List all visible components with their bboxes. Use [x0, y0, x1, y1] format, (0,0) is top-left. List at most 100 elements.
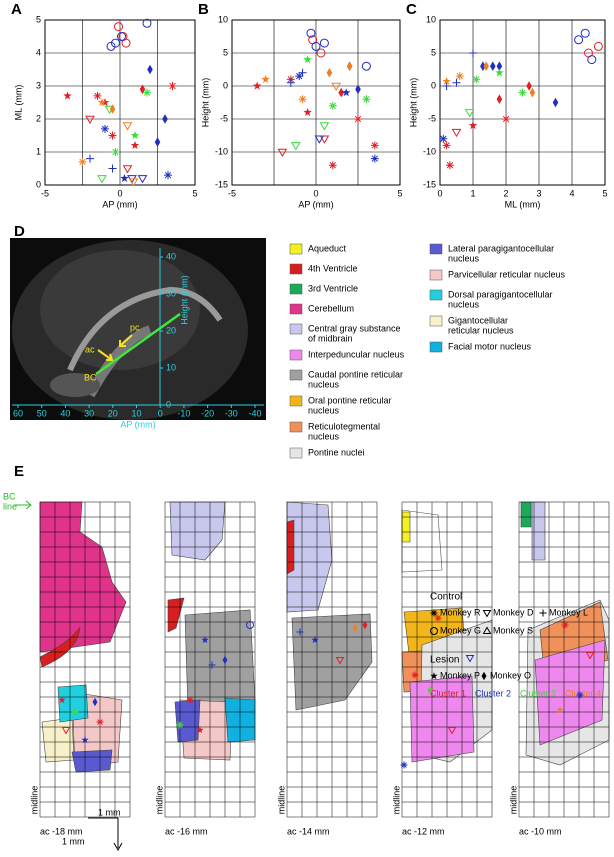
legend-label: Cluster 2 — [475, 688, 511, 698]
x-tick-label: 50 — [37, 408, 47, 418]
legend-label: nucleus — [308, 405, 340, 415]
marker — [482, 626, 492, 634]
x-tick-label: 5 — [602, 188, 607, 198]
x-tick-label: -5 — [228, 188, 236, 198]
marker — [465, 655, 475, 663]
marker — [298, 95, 307, 104]
marker — [71, 708, 79, 716]
y-tick-label: -15 — [423, 179, 436, 189]
midline-label: midline — [154, 786, 164, 815]
marker — [593, 41, 603, 51]
marker — [109, 104, 116, 114]
marker — [338, 87, 344, 98]
y-tick-label: 2 — [36, 113, 41, 123]
bc-arrow — [14, 500, 32, 510]
marker — [117, 32, 126, 41]
legend-label: Monkey R — [440, 607, 481, 617]
y-tick-label: 5 — [431, 47, 436, 57]
marker — [142, 18, 152, 28]
marker — [100, 98, 110, 107]
legend-swatch — [289, 303, 303, 315]
legend-label: nucleus — [448, 299, 480, 309]
panel-label: E — [14, 463, 24, 480]
x-tick-label: 0 — [158, 408, 163, 418]
legend-label: Cluster 1 — [430, 688, 466, 698]
y-tick-label: 0 — [223, 80, 228, 90]
marker — [137, 175, 148, 184]
marker — [496, 61, 503, 71]
marker — [78, 157, 87, 166]
marker — [101, 124, 109, 133]
section-grids — [39, 501, 610, 818]
marker — [61, 727, 71, 735]
legend-label: Lateral paragigantocellular — [448, 243, 554, 253]
marker — [526, 81, 532, 91]
marker — [451, 128, 462, 138]
marker — [154, 137, 161, 147]
legend-label: Oral pontine reticular — [308, 395, 392, 405]
marker — [576, 691, 584, 699]
marker — [111, 38, 120, 48]
marker — [246, 621, 254, 629]
legend-swatch — [429, 315, 443, 327]
marker — [162, 114, 168, 124]
marker — [580, 28, 590, 38]
marker — [290, 142, 301, 151]
x-tick-label: -30 — [225, 408, 238, 418]
marker — [168, 82, 177, 90]
x-axis-title: AP (mm) — [102, 199, 137, 209]
marker — [556, 706, 564, 714]
marker — [362, 620, 368, 630]
legend-label: nucleus — [308, 431, 340, 441]
marker — [120, 174, 129, 182]
arrow — [97, 349, 114, 361]
marker — [342, 88, 351, 97]
y-tick-label: -10 — [215, 146, 228, 156]
midline-label: midline — [276, 786, 286, 815]
bc-label: BC — [3, 491, 16, 501]
y-axis-title: Height (mm) — [200, 78, 210, 128]
marker — [143, 88, 151, 97]
marker — [139, 84, 146, 95]
marker — [314, 135, 325, 144]
marker — [277, 148, 288, 157]
marker — [319, 135, 330, 144]
y-tick-label: -5 — [220, 113, 228, 123]
marker — [86, 154, 94, 163]
marker — [481, 671, 487, 681]
scale-bar — [88, 817, 123, 852]
x-tick-label: 4 — [569, 188, 574, 198]
marker — [469, 49, 477, 57]
marker — [295, 72, 304, 81]
marker — [328, 161, 337, 170]
marker — [439, 134, 448, 143]
marker — [201, 636, 209, 644]
x-tick-label: 0 — [437, 188, 442, 198]
legend-swatch — [289, 323, 303, 335]
marker — [130, 141, 140, 149]
legend-label: Monkey L — [549, 607, 588, 617]
y-axis-title: Height (mm) — [408, 78, 418, 128]
marker — [482, 610, 492, 618]
legend-label: Cerebellum — [308, 303, 354, 313]
section-label: ac -12 mm — [402, 826, 445, 836]
marker — [335, 657, 345, 665]
x-tick-label: -5 — [41, 188, 49, 198]
marker — [130, 131, 140, 140]
marker — [306, 28, 316, 38]
marker — [111, 148, 120, 156]
marker — [261, 75, 270, 83]
marker — [311, 636, 319, 644]
marker — [296, 628, 304, 636]
marker — [518, 88, 527, 97]
x-tick-label: 3 — [536, 188, 541, 198]
marker — [447, 727, 457, 735]
marker — [464, 109, 475, 118]
marker — [539, 609, 547, 617]
legend-label: nucleus — [308, 379, 340, 389]
marker — [411, 671, 419, 679]
legend-label: nucleus — [448, 253, 480, 263]
section-label: ac -14 mm — [287, 826, 330, 836]
panel-label: C — [406, 1, 417, 18]
bc-line — [95, 312, 181, 376]
